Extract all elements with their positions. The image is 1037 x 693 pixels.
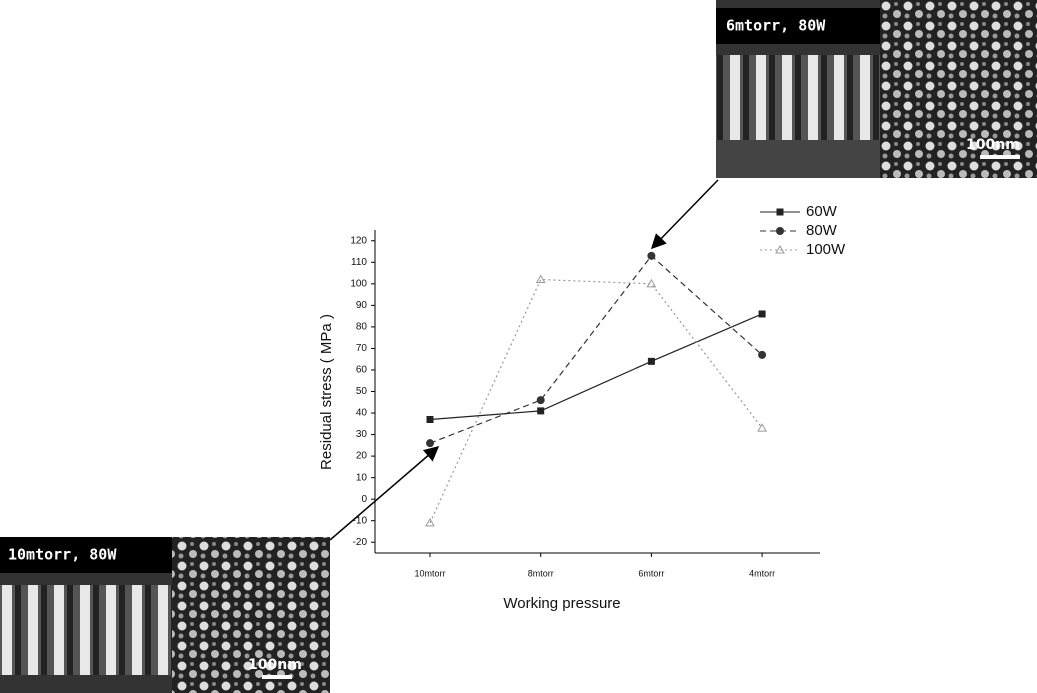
legend-label: 100W <box>806 241 846 258</box>
marker <box>758 350 767 359</box>
sem-inset-top: 6mtorr, 80W 100nm <box>716 0 1037 178</box>
marker <box>646 278 657 288</box>
scale-bar-label: 100nm <box>966 137 1020 153</box>
marker <box>647 357 655 365</box>
marker <box>776 227 784 235</box>
y-tick-label: 90 <box>356 300 368 311</box>
y-tick-label: -10 <box>353 515 368 526</box>
x-tick-label: 4mtorr <box>749 568 775 578</box>
marker <box>537 407 545 415</box>
marker <box>647 251 656 260</box>
series-line <box>429 254 763 444</box>
y-axis-label: Residual stress ( MPa ) <box>318 314 335 470</box>
x-axis-label: Working pressure <box>503 595 620 612</box>
y-tick-label: 20 <box>356 451 368 462</box>
marker <box>758 310 766 318</box>
arrow <box>650 179 719 250</box>
scale-bar-label: 100nm <box>248 657 302 673</box>
y-tick-label: 70 <box>356 343 368 354</box>
marker <box>775 244 785 254</box>
marker <box>536 396 545 405</box>
arrow <box>329 446 440 541</box>
series-line <box>429 278 763 524</box>
y-tick-label: 60 <box>356 365 368 376</box>
inset-label: 6mtorr, 80W <box>726 17 826 35</box>
y-tick-label: 40 <box>356 408 368 419</box>
x-tick-label: 8mtorr <box>528 568 554 578</box>
marker <box>425 517 435 527</box>
x-tick-label: 6mtorr <box>638 568 664 578</box>
y-tick-label: 110 <box>351 257 367 268</box>
marker <box>776 208 784 216</box>
y-tick-label: 50 <box>356 386 368 397</box>
marker <box>757 423 767 432</box>
series-line <box>429 313 763 421</box>
y-tick-label: 100 <box>350 278 367 289</box>
y-tick-label: -20 <box>353 537 368 548</box>
legend-label: 80W <box>806 222 838 239</box>
marker <box>535 274 546 284</box>
marker <box>426 415 434 423</box>
y-tick-label: 0 <box>361 494 367 505</box>
marker <box>426 439 434 448</box>
legend-label: 60W <box>806 203 838 220</box>
y-tick-label: 10 <box>356 472 368 483</box>
sem-inset-bottom: 10mtorr, 80W 100nm <box>0 537 330 693</box>
y-tick-label: 120 <box>350 235 367 246</box>
x-tick-label: 10mtorr <box>414 568 445 578</box>
inset-label: 10mtorr, 80W <box>8 546 117 564</box>
y-tick-label: 30 <box>356 429 368 440</box>
y-tick-label: 80 <box>356 322 368 333</box>
